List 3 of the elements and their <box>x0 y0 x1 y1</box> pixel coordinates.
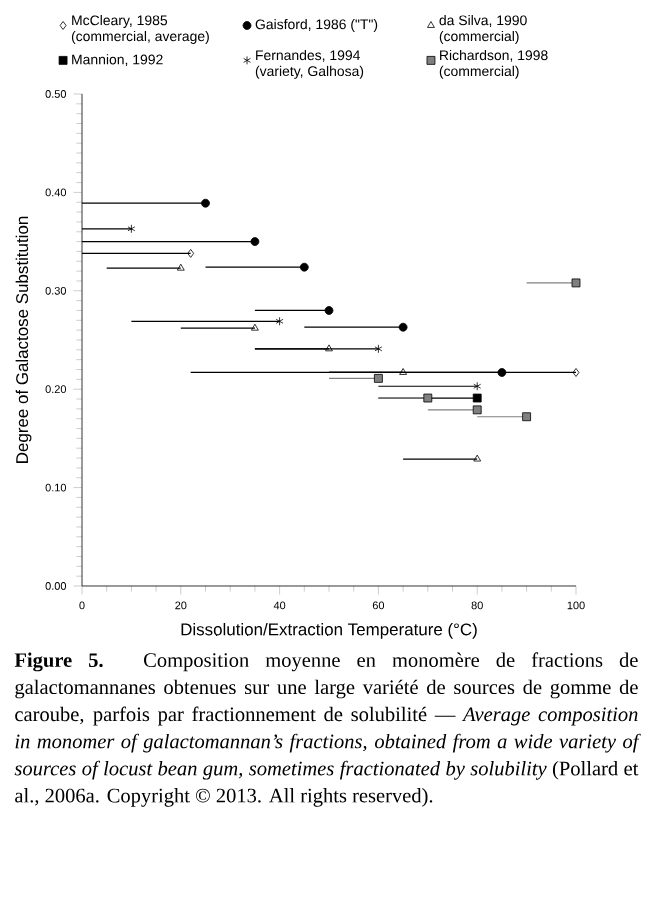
y-axis-title: Degree of Galactose Substitution <box>15 216 32 463</box>
text: Figure 5. Composition moyenne en monomère de fractions de galactomannanes obtenues sur une large variété de sources de gomme de caroube, parfois par fractionnement de solubilité — Average composition in monomer of galactomannan’s fractions, obtained from a wide variety of sources of locust bean gum, sometimes fractionated by solubility (Pollard et al., 2006a. Copyright © 2013. All rights reserved). <box>14 652 641 807</box>
x-axis-title: Dissolution/Extraction Temperature (°C) <box>181 622 477 639</box>
